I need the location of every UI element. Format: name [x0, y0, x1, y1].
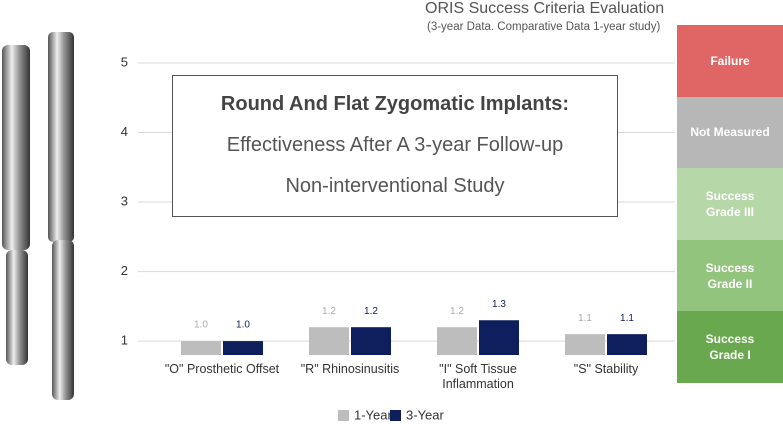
- bar: [309, 327, 349, 355]
- y-tick-label: 3: [121, 193, 128, 208]
- data-label: 1.1: [620, 313, 634, 324]
- scale-panel: Success Grade I: [677, 311, 783, 383]
- annotation-box: Round And Flat Zygomatic Implants: Effec…: [172, 75, 618, 217]
- data-label: 1.2: [450, 306, 464, 317]
- bar: [479, 320, 519, 355]
- scale-panel: Success Grade III: [677, 168, 783, 240]
- bar: [223, 341, 263, 355]
- x-tick-label: "R" Rhinosinusitis: [300, 362, 400, 376]
- data-label: 1.2: [364, 306, 378, 317]
- chart-title: ORIS Success Criteria Evaluation: [425, 0, 664, 17]
- scale-panel: Success Grade II: [677, 239, 783, 312]
- annotation: Round And Flat Zygomatic Implants:: [220, 93, 570, 115]
- chart-subtitle: (3-year Data. Comparative Data 1-year st…: [427, 21, 660, 33]
- bar: [437, 327, 477, 355]
- implant: [48, 32, 74, 242]
- data-label: 1.2: [322, 306, 336, 317]
- data-label: 1.0: [236, 320, 250, 331]
- y-tick-label: 1: [121, 333, 128, 348]
- bar: [351, 327, 391, 355]
- legend-label: 3-Year: [406, 407, 444, 422]
- bar: [607, 334, 647, 355]
- data-label: 1.3: [492, 299, 506, 310]
- y-tick-label: 5: [121, 54, 128, 69]
- annotation: Effectiveness After A 3-year Follow-up: [226, 134, 564, 156]
- scale-panel-label: Success Grade II: [705, 260, 755, 291]
- scale-panel: Not Measured: [677, 96, 783, 169]
- y-tick-label: 4: [121, 124, 128, 139]
- scale-panel-label: Not Measured: [690, 125, 770, 140]
- implant: [52, 240, 74, 400]
- legend-swatch: [338, 410, 349, 421]
- scale-panel-label: Success Grade I: [705, 332, 755, 363]
- x-tick-label: "I" Soft Tissue Inflammation: [439, 362, 517, 391]
- legend-swatch: [390, 410, 401, 421]
- x-tick-label: "S" Stability: [573, 362, 639, 376]
- x-tick-label: "O" Prosthetic Offset: [164, 362, 280, 376]
- annotation: Non-interventional Study: [285, 175, 505, 197]
- scale-panel: Failure: [677, 25, 783, 97]
- implant: [2, 45, 30, 250]
- bar: [565, 334, 605, 355]
- implant-images: [2, 32, 74, 400]
- scale-panel-label: Failure: [710, 53, 750, 68]
- scale-panel-label: Success Grade III: [705, 188, 755, 219]
- bar: [181, 341, 221, 355]
- data-label: 1.0: [194, 320, 208, 331]
- data-label: 1.1: [578, 313, 592, 324]
- y-tick-label: 2: [121, 263, 128, 278]
- implant: [6, 250, 28, 365]
- legend-label: 1-Year: [354, 407, 392, 422]
